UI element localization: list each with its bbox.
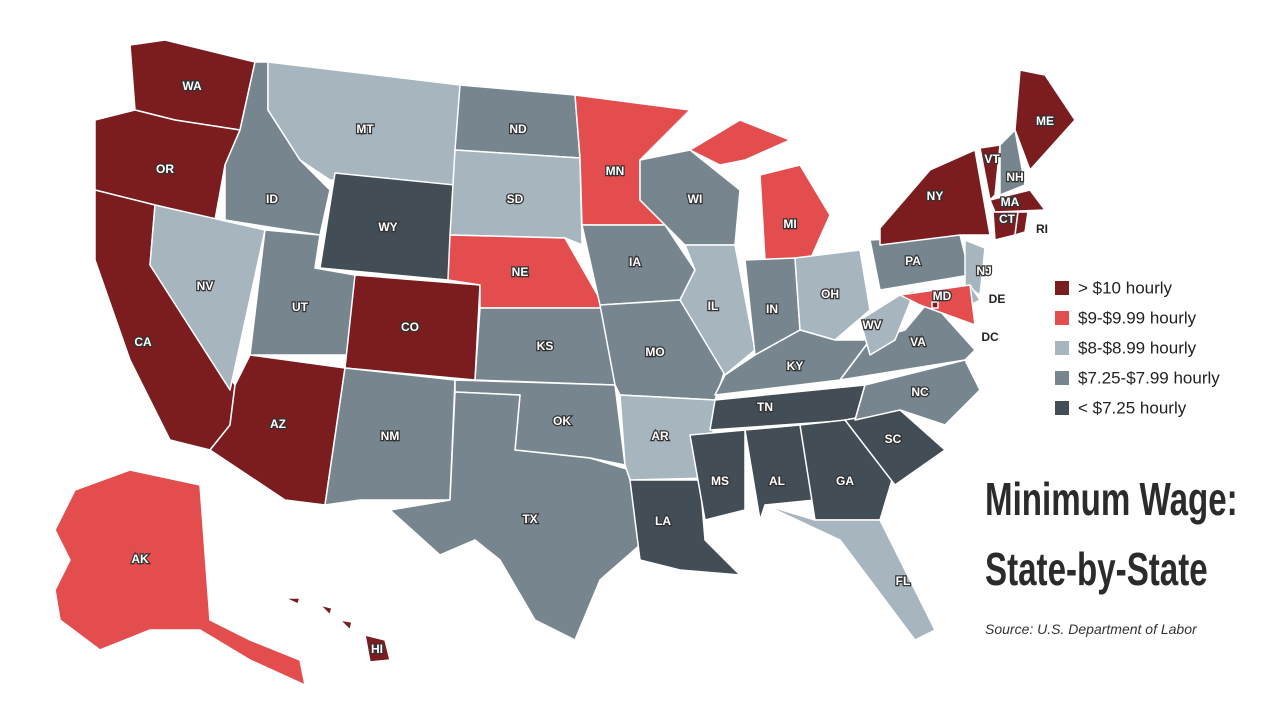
state-shape bbox=[859, 289, 916, 356]
legend-label: $9-$9.99 hourly bbox=[1078, 308, 1197, 327]
state-shape bbox=[339, 619, 353, 631]
state-label: KY bbox=[787, 359, 804, 373]
state-label: NM bbox=[381, 429, 400, 443]
state-label: TX bbox=[522, 512, 537, 526]
state-shape bbox=[759, 164, 831, 261]
state-shape bbox=[689, 429, 746, 521]
state-label: HI bbox=[371, 642, 383, 656]
state-label: NE bbox=[512, 265, 529, 279]
state-shape bbox=[689, 119, 791, 166]
state-label: MA bbox=[1001, 195, 1020, 209]
state-shape bbox=[854, 359, 981, 426]
state-label: LA bbox=[655, 514, 671, 528]
state-label: NC bbox=[911, 385, 929, 399]
state-label: ME bbox=[1036, 114, 1054, 128]
state-label: CA bbox=[134, 335, 152, 349]
state-label: TN bbox=[757, 400, 773, 414]
state-label: OR bbox=[156, 162, 174, 176]
legend-label: $7.25-$7.99 hourly bbox=[1078, 368, 1220, 387]
state-shape bbox=[964, 239, 986, 296]
state-label: MD bbox=[933, 289, 952, 303]
state-label: NV bbox=[197, 279, 214, 293]
state-shape bbox=[794, 249, 871, 341]
state-label: CO bbox=[401, 320, 419, 334]
state-label: SC bbox=[885, 432, 902, 446]
legend-label: > $10 hourly bbox=[1078, 278, 1173, 297]
state-shape bbox=[284, 597, 301, 605]
state-shape bbox=[54, 469, 306, 686]
legend: > $10 hourly $9-$9.99 hourly $8-$8.99 hour… bbox=[1055, 278, 1220, 417]
state-shape bbox=[149, 204, 266, 391]
state-label: RI bbox=[1036, 222, 1048, 236]
legend-label: $8-$8.99 hourly bbox=[1078, 338, 1197, 357]
state-label: OH bbox=[821, 287, 839, 301]
state-label: SD bbox=[507, 192, 524, 206]
state-shape bbox=[319, 604, 333, 616]
state-label: AK bbox=[131, 552, 149, 566]
state-label: FL bbox=[896, 574, 911, 588]
state-label: GA bbox=[836, 474, 854, 488]
states bbox=[54, 39, 1076, 686]
state-label: KS bbox=[537, 339, 554, 353]
state-shape bbox=[989, 189, 1046, 213]
state-label: IA bbox=[629, 255, 641, 269]
state-shape bbox=[324, 367, 456, 506]
state-label: DE bbox=[989, 292, 1006, 306]
state-label: VT bbox=[984, 152, 1000, 166]
state-label: UT bbox=[292, 300, 309, 314]
state-label: WA bbox=[182, 79, 202, 93]
state-label: NJ bbox=[976, 264, 991, 278]
state-label: AR bbox=[651, 429, 669, 443]
state-labels: WA OR CA NV ID MT WY UT CO AZ NM ND SD NE KS OK TX MN IA MO… bbox=[130, 78, 1055, 658]
legend-swatch bbox=[1055, 311, 1069, 325]
state-label: CT bbox=[999, 212, 1016, 226]
state-shape bbox=[1014, 211, 1029, 236]
legend-swatch bbox=[1055, 371, 1069, 385]
state-shape bbox=[619, 394, 716, 481]
state-label: ND bbox=[509, 122, 527, 136]
source: Source: U.S. Department of Labor bbox=[985, 621, 1198, 637]
state-label: NY bbox=[927, 189, 944, 203]
legend-swatch bbox=[1055, 281, 1069, 295]
state-label: AZ bbox=[270, 417, 286, 431]
state-shape bbox=[389, 391, 641, 641]
state-label: MS bbox=[711, 474, 729, 488]
legend-swatch bbox=[1055, 341, 1069, 355]
state-shape bbox=[999, 129, 1026, 196]
state-label: WY bbox=[378, 220, 397, 234]
state-label: WI bbox=[688, 192, 703, 206]
state-shape bbox=[931, 301, 939, 309]
state-label: OK bbox=[553, 414, 571, 428]
legend-swatch bbox=[1055, 401, 1069, 415]
state-label: PA bbox=[905, 254, 921, 268]
state-label: AL bbox=[769, 474, 785, 488]
state-label: IL bbox=[708, 299, 719, 313]
state-label: VA bbox=[910, 335, 926, 349]
state-shape bbox=[979, 144, 1001, 201]
state-label: ID bbox=[266, 192, 278, 206]
legend-label: < $7.25 hourly bbox=[1078, 398, 1187, 417]
state-shape bbox=[1014, 69, 1076, 171]
title-line: Minimum Wage: bbox=[985, 475, 1238, 525]
state-shape bbox=[799, 419, 896, 521]
title-line: State-by-State bbox=[985, 545, 1208, 595]
state-shape bbox=[744, 424, 816, 521]
state-label: MO bbox=[645, 345, 664, 359]
state-label: WV bbox=[862, 318, 881, 332]
state-shape bbox=[449, 149, 583, 246]
state-shape bbox=[364, 634, 391, 663]
state-label: NH bbox=[1006, 170, 1023, 184]
state-label: DC bbox=[981, 330, 999, 344]
state-label: MN bbox=[606, 164, 625, 178]
state-label: IN bbox=[766, 302, 778, 316]
state-shape bbox=[879, 149, 991, 246]
state-shape bbox=[714, 329, 871, 396]
state-label: MI bbox=[783, 217, 796, 231]
state-shape bbox=[764, 504, 936, 641]
state-label: MT bbox=[356, 122, 374, 136]
